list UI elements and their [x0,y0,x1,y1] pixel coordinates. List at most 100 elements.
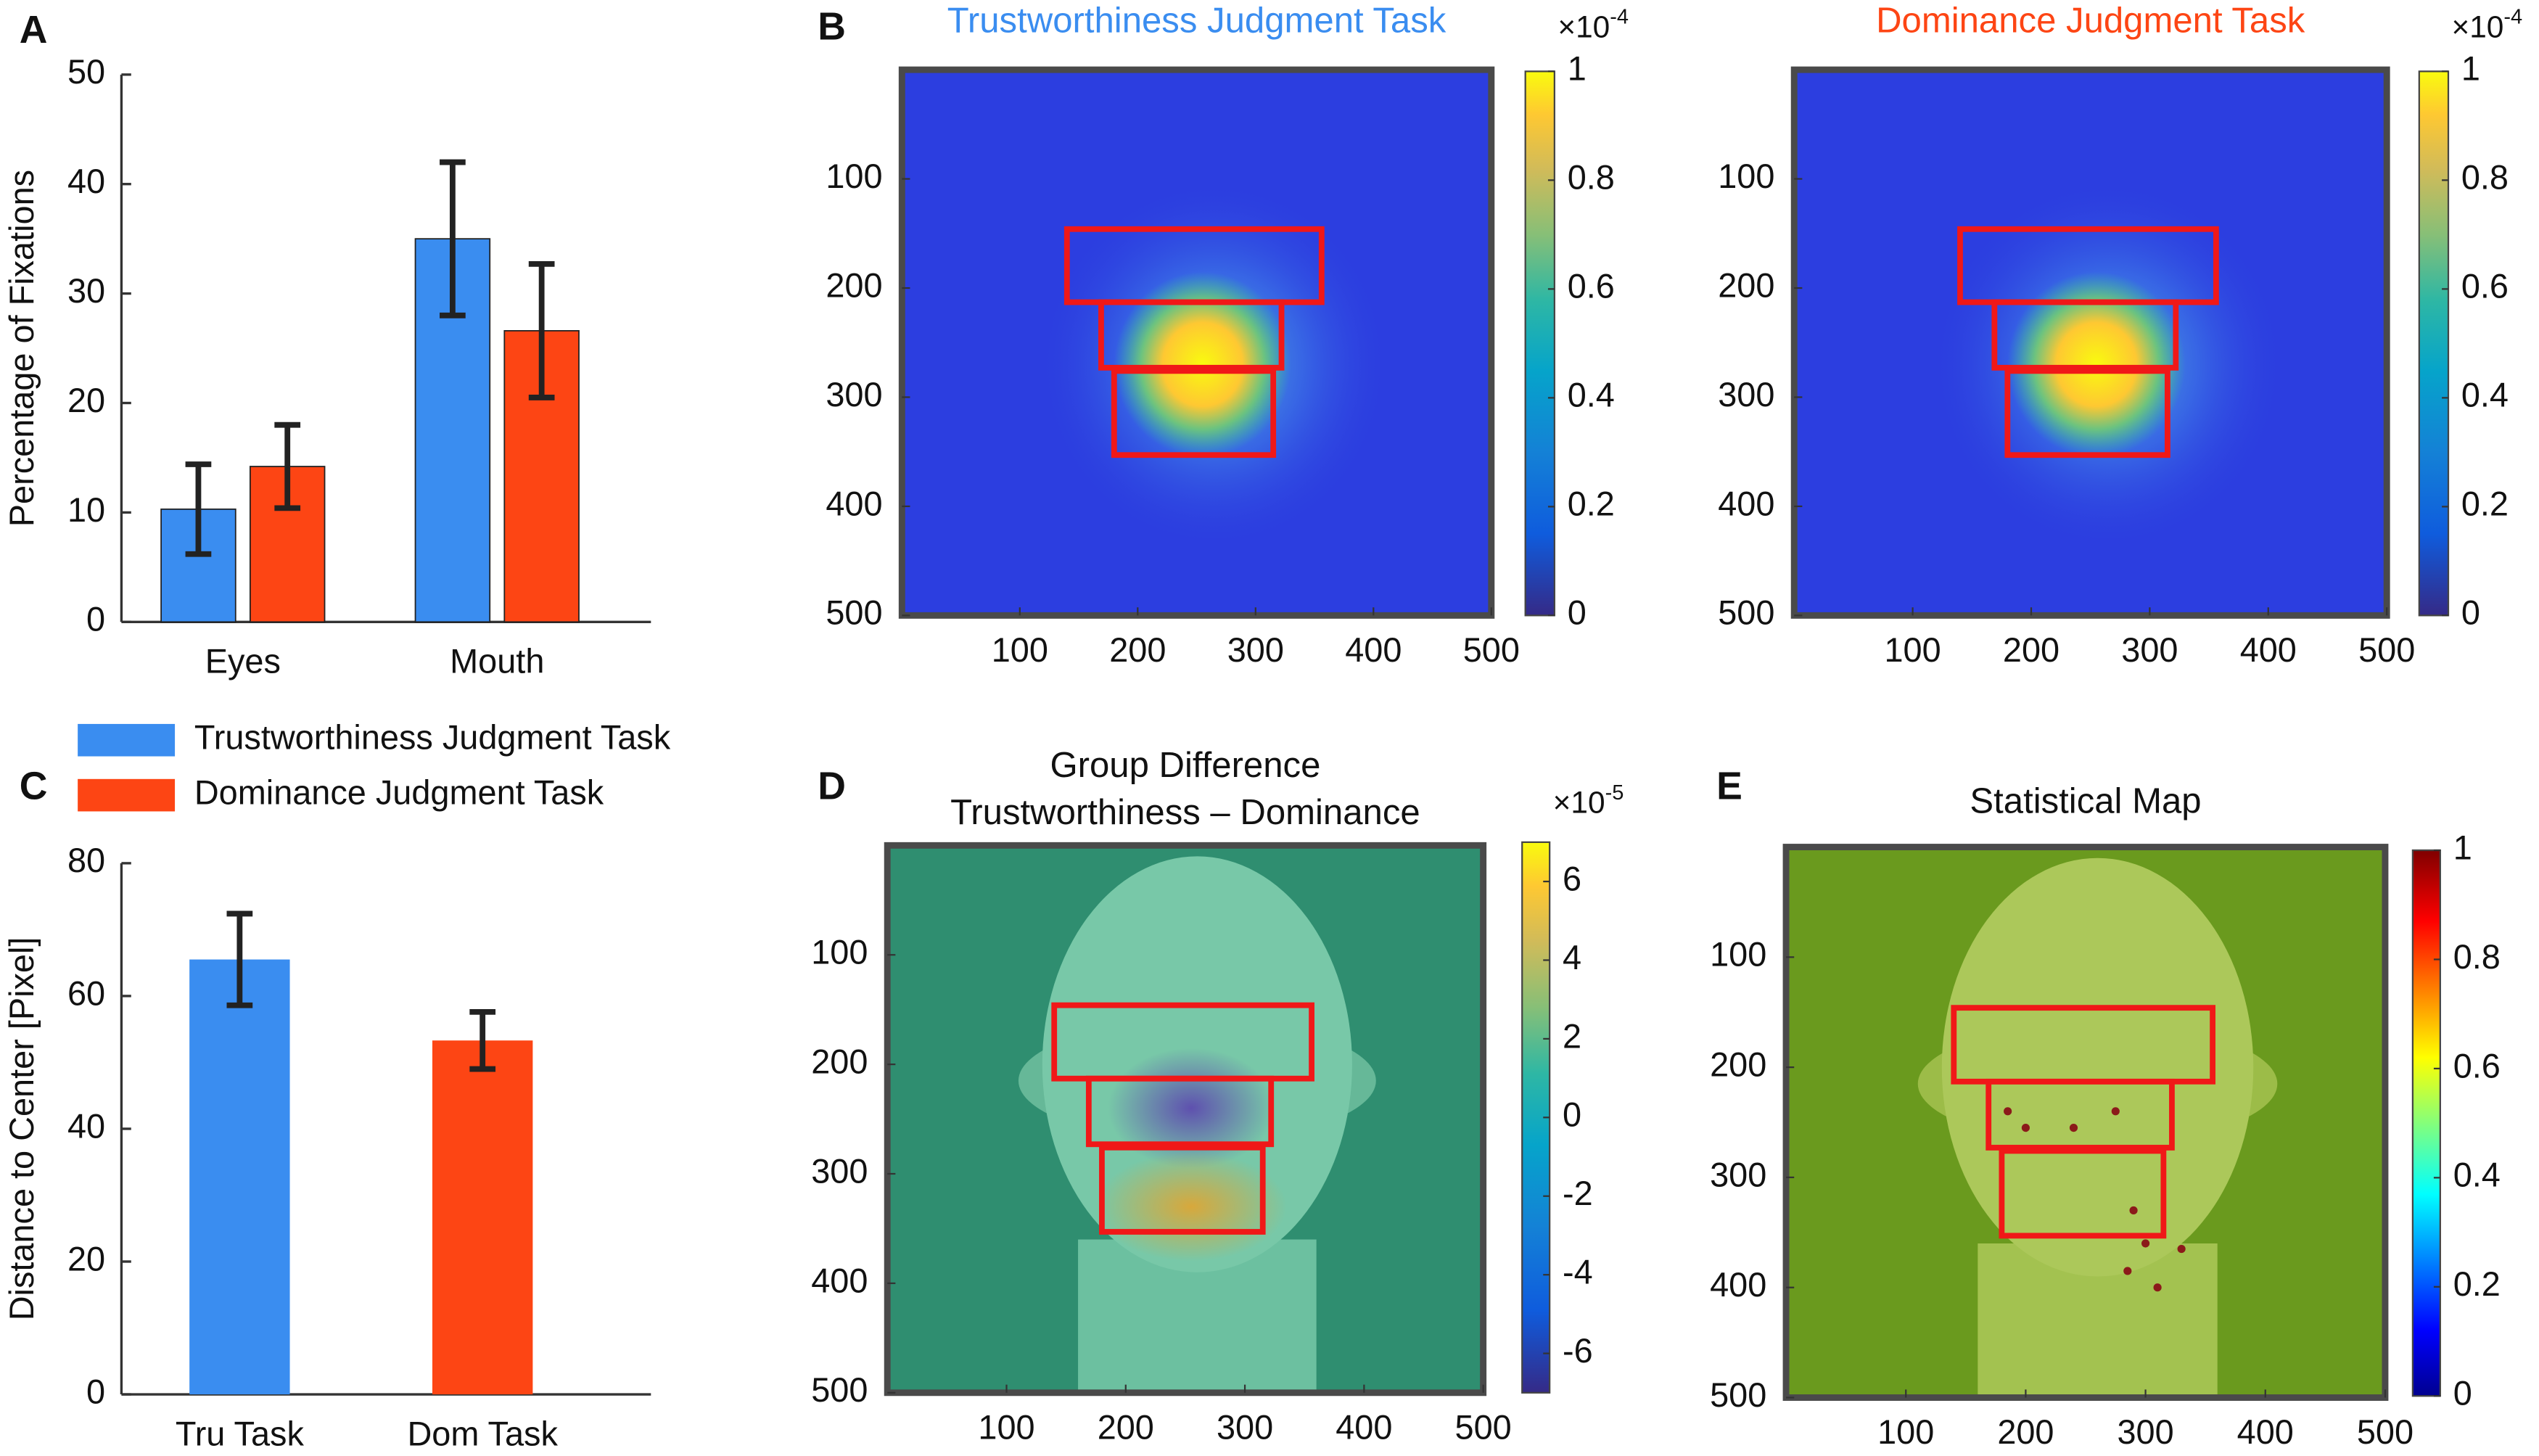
colorbar-tick-label: 0 [2461,594,2480,632]
y-axis-label: Distance to Center [Pixel] [3,937,41,1321]
colorbar [2418,70,2450,617]
x-tick-label: Dom Task [407,1415,558,1452]
colorbar-tick-label: 0.6 [1568,268,1615,305]
significant-speck [2069,1124,2078,1132]
colorbar-tick-label: -6 [1563,1332,1593,1370]
y-tick-label: 50 [67,53,105,91]
x-tick-label: 200 [1109,631,1166,669]
roi-box [1085,1075,1275,1148]
y-tick-label: 300 [1718,376,1774,414]
y-tick-label: 100 [826,157,882,195]
fixation-core [1114,271,1291,458]
y-tick-label: 60 [67,974,105,1012]
y-tick-label: 40 [67,1107,105,1145]
colorbar-tick-label: 0.2 [2461,485,2509,523]
chart-title: Trustworthiness Judgment Task [947,1,1447,40]
x-tick-label: 400 [2237,1413,2294,1451]
scale-base: ×10 [1553,786,1605,820]
chart-title: Trustworthiness – Dominance [950,793,1420,832]
significant-speck [2004,1107,2012,1116]
plot-frame [1790,66,2390,619]
colorbar [2411,849,2441,1397]
x-tick-label: Tru Task [176,1415,305,1452]
x-tick-label: 500 [2357,1413,2414,1451]
y-tick-label: 500 [1718,594,1774,632]
colorbar-tick-label: 1 [1568,50,1587,88]
y-tick-label: 30 [67,272,105,310]
difference-positive [1095,1151,1287,1262]
x-tick-label: Eyes [205,643,281,680]
error-bar [185,461,212,557]
x-tick-label: 300 [2121,631,2178,669]
scale-exponent: -4 [1610,5,1629,28]
y-tick-label: 20 [67,1240,105,1278]
significant-speck [2153,1283,2162,1292]
chart-title: Statistical Map [1970,781,2201,820]
significant-speck [2141,1239,2150,1248]
y-tick-label: 400 [1710,1266,1766,1304]
y-tick-label: 400 [811,1262,868,1299]
bar [432,1040,533,1395]
x-tick-label: Mouth [450,643,544,680]
error-bar [226,910,253,1008]
x-tick-label: 500 [1463,631,1520,669]
legend-label: Dominance Judgment Task [194,774,604,812]
y-tick-label: 500 [1710,1376,1766,1414]
significant-speck [2021,1124,2030,1132]
significant-speck [2111,1107,2120,1116]
y-tick-label: 100 [811,934,868,971]
y-tick-label: 500 [826,594,882,632]
image-map [1794,70,2387,616]
colorbar-tick-label: 0.6 [2453,1047,2501,1085]
y-tick-label: 200 [826,266,882,304]
x-tick-label: 300 [1227,631,1284,669]
colorbar-tick-label: 1 [2453,828,2472,866]
y-tick-label: 100 [1718,157,1774,195]
bar [189,959,290,1395]
colorbar-tick-label: 4 [1563,939,1581,976]
y-tick-label: 300 [811,1152,868,1190]
x-tick-label: 500 [2358,631,2415,669]
colorbar [1524,70,1555,617]
image-map [1786,847,2385,1398]
roi-box [1099,1144,1266,1235]
colorbar-tick-label: 0.2 [1568,485,1615,523]
roi-box [1991,299,2179,371]
x-tick-label: 400 [1336,1409,1392,1447]
significant-speck [2177,1245,2186,1254]
y-tick-label: 10 [67,491,105,529]
y-tick-label: 200 [1718,266,1774,304]
panel-label: B [818,5,846,48]
roi-box [1999,1148,2167,1239]
colorbar-tick-label: 0 [1568,594,1587,632]
scale-base: ×10 [2451,10,2503,44]
legend-swatch [78,778,176,812]
y-tick-label: 20 [67,382,105,419]
y-tick-label: 0 [86,1373,105,1410]
fixation-core [2007,271,2186,458]
error-bar [469,1008,496,1072]
legend-label: Trustworthiness Judgment Task [194,719,671,757]
error-bar [440,159,466,318]
scale-exponent: -5 [1605,781,1624,805]
y-tick-label: 80 [67,842,105,879]
image-map [902,70,1491,616]
roi-box [1098,299,1285,371]
x-tick-label: 100 [1877,1413,1934,1451]
colorbar-tick-label: 0.8 [2461,159,2509,197]
y-tick-label: 400 [1718,485,1774,522]
y-tick-label: 40 [67,163,105,200]
colorbar-tick-label: 0.2 [2453,1265,2501,1303]
colorbar-scale: ×10-4 [2451,5,2522,44]
colorbar-tick-label: 0 [2453,1375,2472,1412]
colorbar-tick-label: 0.4 [2461,377,2509,414]
roi-box [2004,368,2170,458]
chart-title: Group Difference [1050,746,1320,785]
colorbar-tick-label: 0 [1563,1096,1581,1134]
face-head [1941,857,2254,1277]
y-tick-label: 200 [1710,1046,1766,1084]
roi-box [1111,368,1277,458]
x-tick-label: 200 [1997,1413,2054,1451]
panel-label: C [20,765,48,807]
x-tick-label: 200 [1098,1409,1154,1447]
